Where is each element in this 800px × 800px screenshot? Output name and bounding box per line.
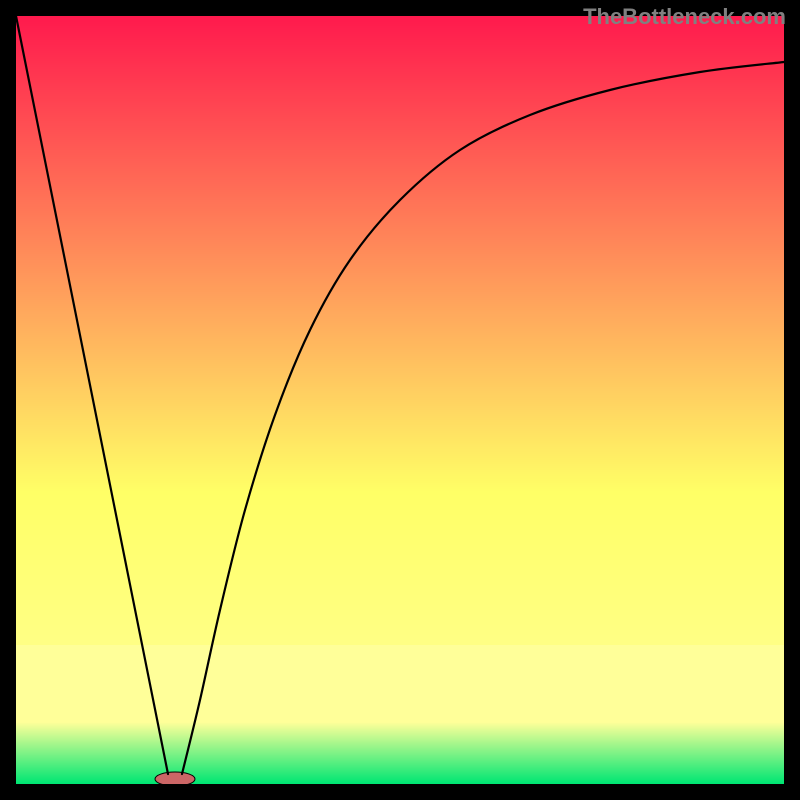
watermark-text: TheBottleneck.com <box>583 4 786 30</box>
chart-container: TheBottleneck.com <box>0 0 800 800</box>
notch-marker <box>155 772 195 786</box>
bottleneck-chart <box>0 0 800 800</box>
gradient-rows <box>16 16 784 785</box>
